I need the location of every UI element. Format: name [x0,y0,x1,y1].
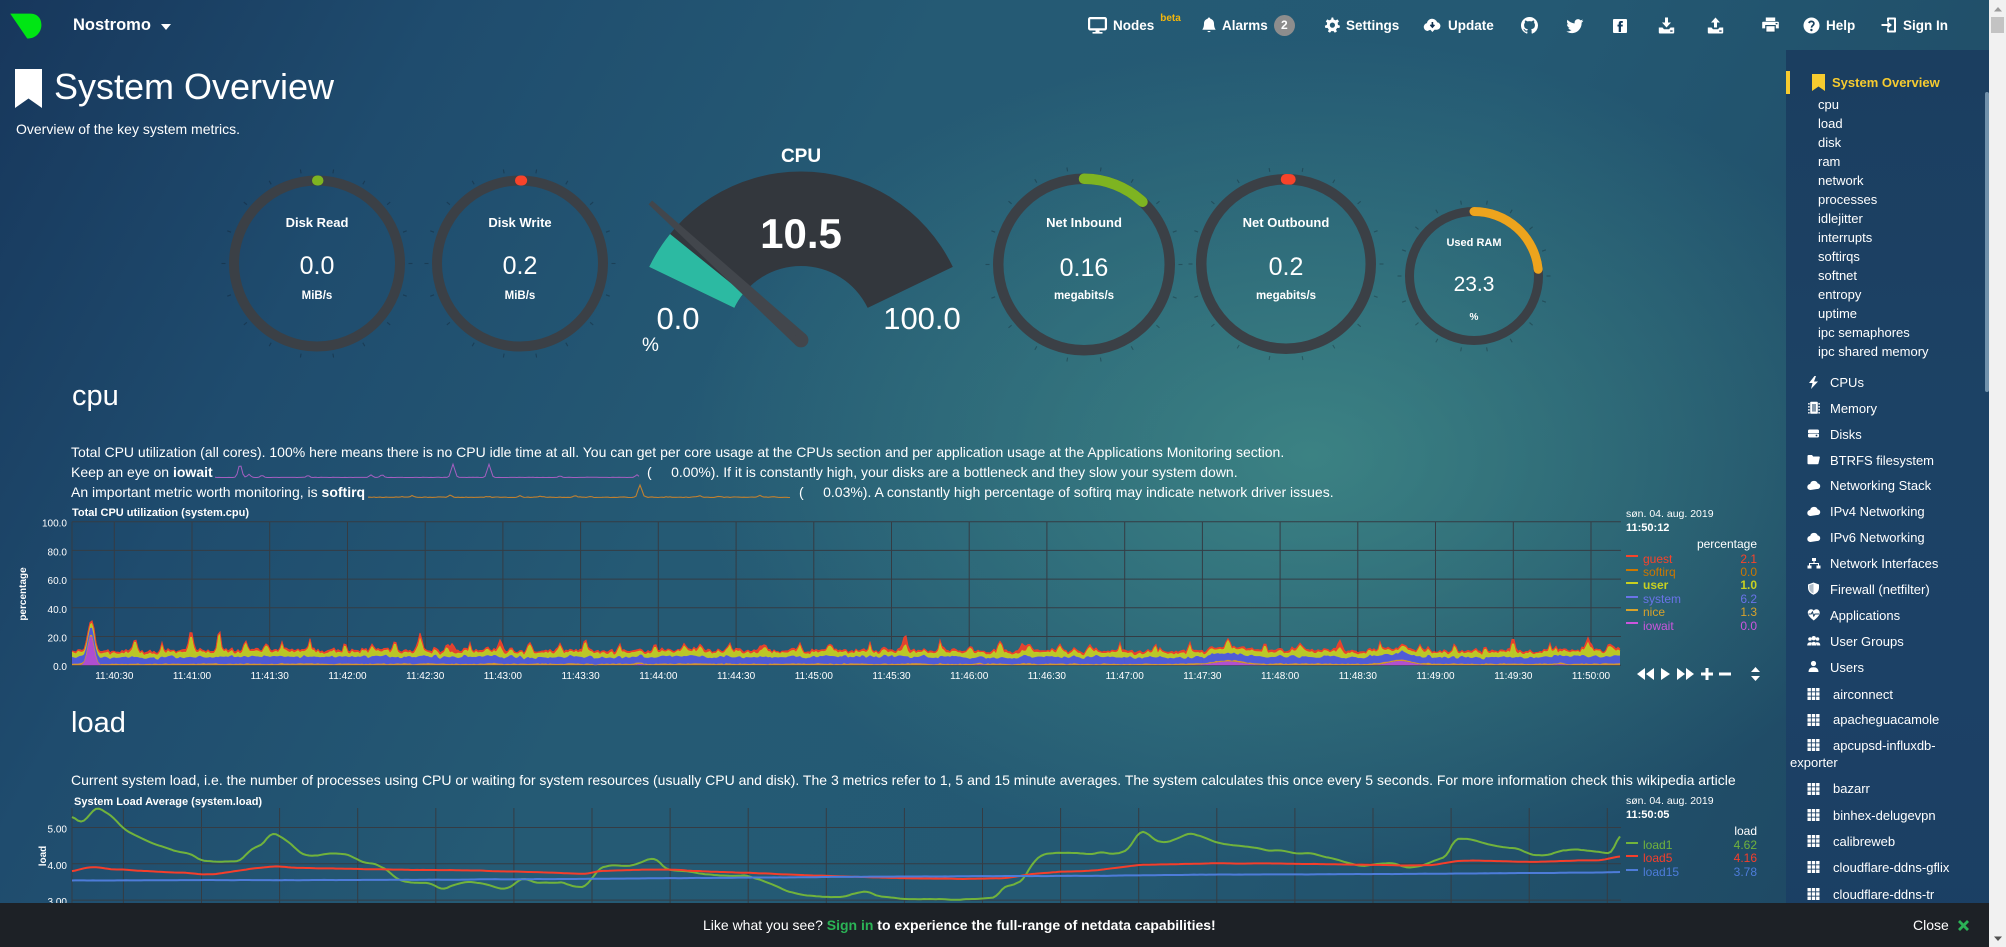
svg-text:5.00: 5.00 [48,825,68,836]
svg-text:60.0: 60.0 [48,576,68,587]
svg-text:11:43:30: 11:43:30 [562,671,601,682]
svg-text:percentage: percentage [18,567,29,621]
svg-text:11:41:30: 11:41:30 [251,671,290,682]
svg-text:11:45:00: 11:45:00 [795,671,834,682]
svg-text:11:47:00: 11:47:00 [1106,671,1145,682]
svg-text:11:42:00: 11:42:00 [328,671,367,682]
svg-text:11:49:30: 11:49:30 [1494,671,1533,682]
svg-text:11:40:30: 11:40:30 [95,671,134,682]
svg-text:11:46:30: 11:46:30 [1028,671,1067,682]
svg-text:11:47:30: 11:47:30 [1183,671,1222,682]
svg-text:11:48:30: 11:48:30 [1339,671,1378,682]
svg-text:11:42:30: 11:42:30 [406,671,445,682]
svg-text:11:50:00: 11:50:00 [1572,671,1611,682]
svg-text:80.0: 80.0 [48,547,68,558]
svg-text:11:48:00: 11:48:00 [1261,671,1300,682]
svg-text:load: load [38,846,49,867]
svg-text:11:43:00: 11:43:00 [484,671,523,682]
svg-text:11:41:00: 11:41:00 [173,671,212,682]
svg-text:11:44:30: 11:44:30 [717,671,756,682]
svg-text:3.00: 3.00 [48,897,68,908]
svg-text:100.0: 100.0 [42,519,67,530]
svg-text:40.0: 40.0 [48,605,68,616]
svg-text:11:45:30: 11:45:30 [872,671,911,682]
svg-text:11:49:00: 11:49:00 [1416,671,1455,682]
svg-text:0.0: 0.0 [53,662,67,673]
svg-text:11:44:00: 11:44:00 [639,671,678,682]
svg-text:11:46:00: 11:46:00 [950,671,989,682]
svg-text:4.00: 4.00 [48,861,68,872]
svg-text:20.0: 20.0 [48,634,68,645]
